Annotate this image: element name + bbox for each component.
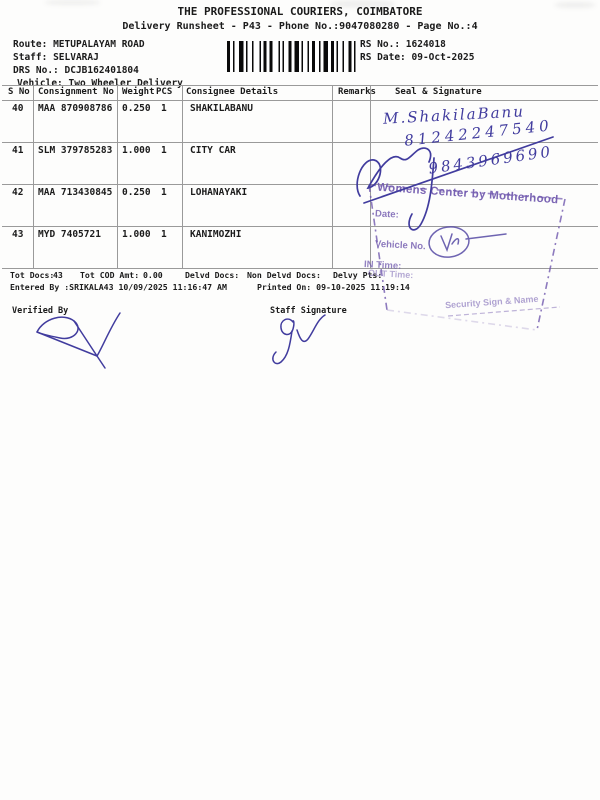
vehicle-value: Two Wheeler Delivery: [68, 78, 183, 89]
rs-date-field: RS Date: 09-Oct-2025: [360, 52, 475, 63]
tot-docs-value: 43: [53, 270, 63, 280]
cell-weight: 1.000: [122, 145, 151, 156]
delvd-docs-label: Delvd Docs:: [185, 270, 240, 280]
rs-no-value: 1624018: [405, 39, 446, 50]
table-border: [2, 184, 598, 185]
scan-artifact: [45, 0, 100, 5]
col-header-consignee: Consignee Details: [186, 87, 279, 97]
staff-signature-scribble: [272, 314, 326, 365]
table-border: [370, 85, 371, 268]
scan-artifact: [330, 0, 395, 8]
cell-consignee: SHAKILABANU: [190, 103, 253, 114]
route-value: METUPALAYAM ROAD: [53, 39, 145, 50]
table-border: [2, 226, 598, 227]
cell-consignee: LOHANAYAKI: [190, 187, 248, 198]
drs-value: DCJB162401804: [64, 65, 139, 76]
col-header-sno: S No: [8, 87, 30, 97]
rs-no-field: RS No.: 1624018: [360, 39, 446, 50]
cell-pcs: 1: [161, 103, 167, 114]
cell-sno: 40: [12, 103, 24, 114]
drs-label: DRS No.:: [13, 65, 59, 76]
cell-consignment: SLM 379785283: [38, 145, 113, 156]
delvy-pts-label: Delvy Pts:: [333, 270, 383, 280]
table-border: [2, 100, 598, 101]
tot-docs-label: Tot Docs:: [10, 270, 55, 280]
staff-label: Staff:: [13, 52, 48, 63]
printed-on: Printed On: 09-10-2025 11:19:14: [257, 282, 410, 292]
cell-consignee: CITY CAR: [190, 145, 236, 156]
cell-weight: 0.250: [122, 187, 151, 198]
vehicle-label: Vehicle:: [17, 78, 63, 89]
page-subtitle: Delivery Runsheet - P43 - Phone No.:9047…: [122, 21, 478, 32]
cell-consignee: KANIMOZHI: [190, 229, 242, 240]
cell-pcs: 1: [161, 145, 167, 156]
stamp-border: [368, 184, 566, 331]
cell-pcs: 1: [161, 229, 167, 240]
table-border: [33, 85, 34, 268]
table-border: [2, 268, 598, 269]
scan-artifact: [555, 2, 595, 8]
staff-value: SELVARAJ: [53, 52, 99, 63]
cell-sno: 41: [12, 145, 24, 156]
cell-consignment: MAA 870908786: [38, 103, 113, 114]
stamp-sign-line: [447, 306, 561, 317]
vehicle-field: Vehicle: Two Wheeler Delivery: [17, 78, 183, 89]
cell-consignment: MAA 713430845: [38, 187, 113, 198]
table-border: [117, 85, 118, 268]
rs-date-value: 09-Oct-2025: [411, 52, 475, 63]
col-header-consignment: Consignment No: [38, 87, 114, 97]
cell-sno: 43: [12, 229, 24, 240]
table-border: [2, 142, 598, 143]
cell-consignment: MYD 7405721: [38, 229, 101, 240]
verified-by-signature: [36, 312, 121, 369]
table-border: [2, 85, 598, 86]
non-delvd-docs-label: Non Delvd Docs:: [247, 270, 321, 280]
col-header-pcs: PCS: [156, 87, 173, 97]
verified-by-label: Verified By: [12, 306, 69, 316]
page-title: THE PROFESSIONAL COURIERS, COIMBATORE: [177, 5, 423, 18]
recipient-signature: [356, 136, 554, 231]
staff-signature-label: Staff Signature: [270, 306, 347, 316]
cod-label: Tot COD Amt:: [80, 270, 140, 280]
cell-pcs: 1: [161, 187, 167, 198]
drs-no-field: DRS No.: DCJB162401804: [13, 65, 139, 76]
col-header-weight: Weight: [122, 87, 155, 97]
cell-weight: 0.250: [122, 103, 151, 114]
cell-sno: 42: [12, 187, 24, 198]
entered-by: Entered By :SRIKALA43 10/09/2025 11:16:4…: [10, 282, 227, 292]
col-header-remarks: Remarks: [338, 87, 376, 97]
vehicle-circle-scribble: [428, 226, 507, 258]
route-field: Route: METUPALAYAM ROAD: [13, 39, 145, 50]
route-label: Route:: [13, 39, 48, 50]
table-border: [332, 85, 333, 268]
cod-value: 0.00: [143, 270, 163, 280]
table-border: [182, 85, 183, 268]
staff-field: Staff: SELVARAJ: [13, 52, 99, 63]
cell-weight: 1.000: [122, 229, 151, 240]
rs-date-label: RS Date:: [360, 52, 406, 63]
col-header-seal: Seal & Signature: [395, 87, 482, 97]
rs-no-label: RS No.:: [360, 39, 401, 50]
barcode: [227, 41, 357, 72]
